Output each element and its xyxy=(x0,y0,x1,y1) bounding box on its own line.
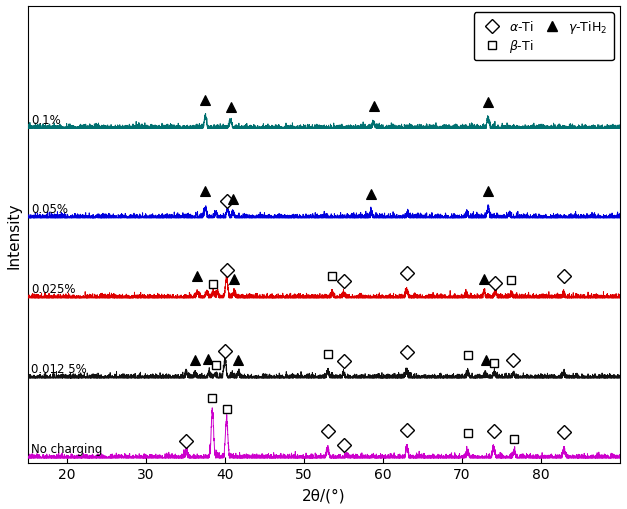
X-axis label: 2θ/(°): 2θ/(°) xyxy=(302,487,345,502)
Y-axis label: Intensity: Intensity xyxy=(7,202,22,268)
Text: 0.05%: 0.05% xyxy=(31,203,68,216)
Text: 0.1%: 0.1% xyxy=(31,114,61,126)
Text: 0.012 5%: 0.012 5% xyxy=(31,362,87,375)
Text: No charging: No charging xyxy=(31,442,103,455)
Text: 0.025%: 0.025% xyxy=(31,282,76,295)
Legend: $\alpha$-Ti, $\beta$-Ti, $\gamma$-TiH$_2$: $\alpha$-Ti, $\beta$-Ti, $\gamma$-TiH$_2… xyxy=(474,13,614,61)
